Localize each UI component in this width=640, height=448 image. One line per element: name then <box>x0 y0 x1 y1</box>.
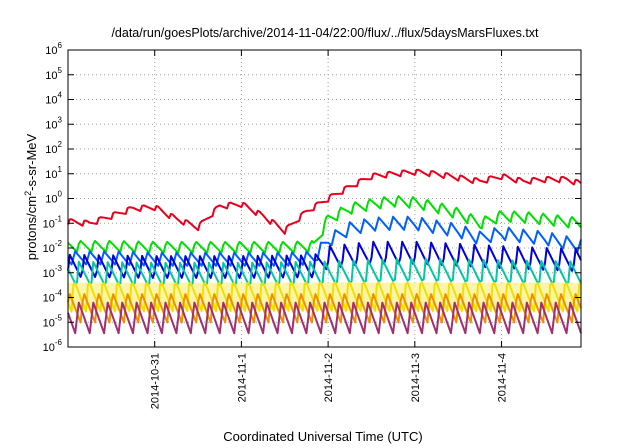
y-axis-label: protons/cm2-s-sr-MeV <box>23 133 39 260</box>
y-tick-label: 103 <box>45 115 62 131</box>
x-tick-label: 2014-11-1 <box>236 353 248 402</box>
x-tick-label: 2014-11-2 <box>323 353 335 402</box>
x-ticks: 2014-10-31 2014-11-1 2014-11-2 2014-11-3 201… <box>150 50 509 409</box>
y-tick-label: 10-4 <box>43 289 63 305</box>
y-tick-label: 10-2 <box>43 239 63 255</box>
y-tick-label: 10-1 <box>43 214 63 230</box>
x-tick-label: 2014-11-3 <box>410 353 422 402</box>
y-tick-label: 10-6 <box>43 338 63 354</box>
y-tick-label: 10-3 <box>43 264 63 280</box>
series-line <box>67 168 582 235</box>
y-tick-label: 101 <box>45 165 62 181</box>
y-axis-label-sup: 2 <box>23 191 33 196</box>
series-line <box>67 257 582 286</box>
x-tick-label: 2014-11-4 <box>497 353 509 402</box>
x-tick-label: 2014-10-31 <box>150 353 162 409</box>
data-series <box>67 168 582 335</box>
y-tick-label: 10-5 <box>43 313 63 329</box>
chart-title: /data/run/goesPlots/archive/2014-11-04/2… <box>111 26 539 40</box>
y-tick-label: 106 <box>45 41 62 57</box>
series-line <box>67 293 582 324</box>
y-tick-label: 105 <box>45 66 62 82</box>
y-ticks: 106 105 104 103 102 101 100 10-1 10-2 10-3 10-4 10-… <box>43 41 581 354</box>
y-axis-label-rest: -s-sr-MeV <box>24 133 39 190</box>
series-line <box>67 195 582 254</box>
y-tick-label: 102 <box>45 140 62 156</box>
series-line <box>67 215 582 267</box>
series-line <box>67 301 582 335</box>
y-tick-label: 100 <box>45 190 62 206</box>
y-axis-label-main: protons/cm <box>24 196 39 260</box>
series-line <box>67 281 582 313</box>
x-axis-label: Coordinated Universal Time (UTC) <box>223 429 422 444</box>
y-tick-label: 104 <box>45 91 62 107</box>
